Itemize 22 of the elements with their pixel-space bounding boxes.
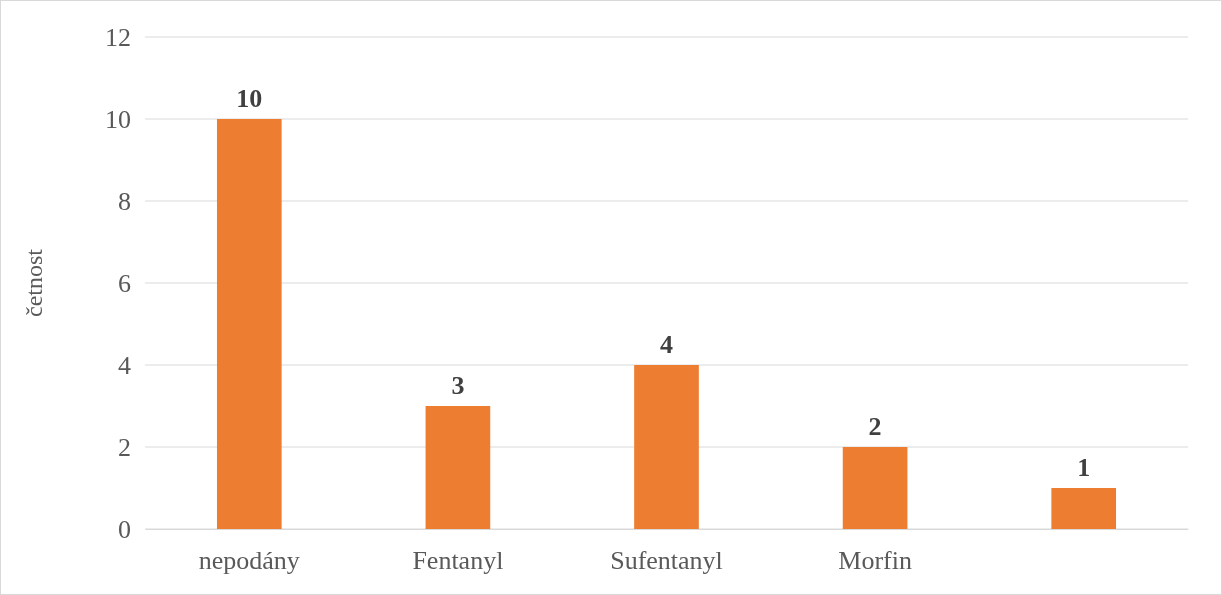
data-label: 4 [660, 330, 673, 359]
bar [425, 406, 491, 529]
y-tick-label: 10 [105, 104, 131, 134]
bar [1051, 488, 1117, 529]
x-tick-label: nepodány [198, 546, 300, 576]
x-tick-label: Fentanyl [412, 546, 504, 576]
bar [634, 365, 699, 529]
bar [842, 447, 908, 529]
y-tick-label: 6 [118, 268, 131, 298]
x-tick-label: Morfin [838, 546, 912, 576]
data-label: 10 [236, 84, 263, 113]
y-tick-label: 8 [118, 186, 131, 216]
y-tick-label: 12 [105, 22, 131, 52]
data-label: 1 [1077, 453, 1091, 482]
bar [216, 119, 282, 529]
y-tick-label: 2 [118, 432, 131, 462]
data-label: 3 [451, 371, 465, 400]
data-label: 2 [868, 412, 882, 441]
x-tick-label: Sufentanyl [610, 546, 723, 576]
y-axis-title: četnost [21, 248, 47, 317]
y-tick-label: 4 [118, 350, 131, 380]
y-tick-label: 0 [118, 514, 131, 544]
